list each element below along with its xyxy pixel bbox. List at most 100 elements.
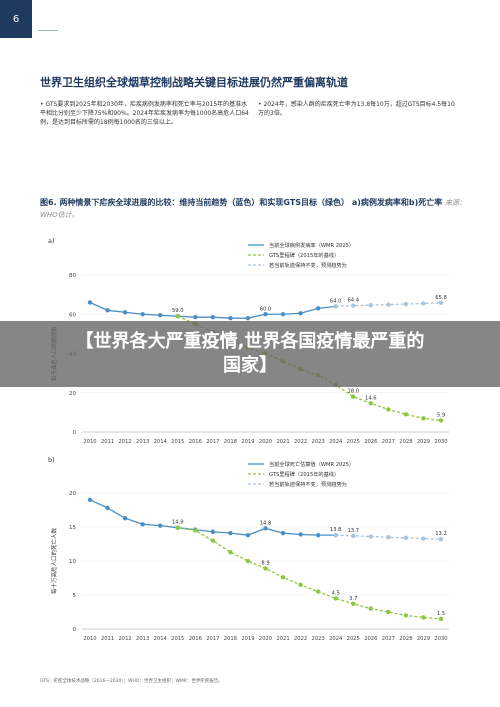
- legend-entry: GTS里程碑（2015年的基线）: [269, 251, 339, 259]
- data-point-projection: [403, 301, 409, 307]
- data-point-current: [315, 306, 321, 311]
- y-tick-label: 5: [73, 593, 77, 599]
- data-point-current: [298, 532, 303, 537]
- data-point-gts: [351, 601, 356, 607]
- data-label: 13.7: [347, 528, 359, 534]
- data-point-projection: [421, 536, 426, 541]
- data-label: 1.5: [437, 611, 445, 617]
- data-point-gts: [245, 558, 251, 564]
- data-point-current: [140, 312, 145, 317]
- data-point-gts: [210, 538, 216, 543]
- footnote: GTS：疟疾全球技术战略（2016—2030）；WHO：世界卫生组织；WMR：世…: [40, 679, 223, 684]
- legend-entry: 当前全球死亡估算值（WMR 2025）: [269, 460, 354, 468]
- data-point-gts: [421, 615, 426, 620]
- x-tick-label: 2013: [136, 636, 149, 642]
- data-point-current: [280, 312, 286, 317]
- data-point-current: [263, 526, 268, 531]
- series-line-gts: [177, 315, 442, 422]
- data-point-current: [298, 311, 303, 316]
- data-point-current: [263, 312, 268, 317]
- data-point-gts: [315, 589, 321, 594]
- data-point-gts: [333, 596, 338, 601]
- data-point-current: [228, 530, 233, 536]
- x-tick-label: 2019: [241, 636, 254, 642]
- data-point-gts: [438, 616, 444, 621]
- x-tick-label: 2014: [154, 636, 168, 642]
- data-label: 14.6: [365, 395, 377, 401]
- data-point-current: [140, 522, 145, 527]
- data-point-current: [280, 530, 286, 536]
- data-label: 3.7: [349, 596, 357, 602]
- data-point-gts: [175, 525, 180, 530]
- data-label: 13.2: [435, 531, 447, 537]
- data-point-gts: [421, 416, 426, 421]
- header-rule: [38, 30, 58, 31]
- x-tick-label: 2010: [83, 636, 96, 642]
- x-tick-label: 2023: [312, 439, 325, 445]
- x-tick-label: 2029: [417, 636, 430, 642]
- x-tick-label: 2029: [417, 439, 430, 445]
- data-point-projection: [368, 303, 373, 308]
- x-tick-label: 2016: [189, 439, 202, 445]
- data-point-gts: [298, 582, 303, 587]
- x-tick-label: 2015: [171, 439, 184, 445]
- x-tick-label: 2020: [259, 439, 272, 445]
- x-tick-label: 2018: [224, 636, 237, 642]
- data-point-current: [245, 532, 251, 538]
- data-label: 18.0: [347, 389, 359, 395]
- x-tick-label: 2020: [259, 636, 272, 642]
- figure-title-text: 图6. 两种情景下疟疾全球进展的比较：维持当前趋势（蓝色）和实现GTS目标（绿色…: [40, 198, 443, 207]
- data-point-gts: [403, 412, 409, 417]
- overlay-banner: 【世界各大严重疫情,世界各国疫情最严重的国家】: [0, 321, 500, 387]
- data-label: 14.9: [172, 520, 184, 526]
- data-label: 5.9: [437, 412, 445, 418]
- y-tick-label: 15: [69, 525, 76, 531]
- data-point-current: [105, 308, 110, 313]
- x-tick-label: 2022: [294, 439, 307, 445]
- data-point-current: [87, 300, 93, 305]
- data-point-gts: [403, 613, 409, 618]
- x-tick-label: 2025: [347, 636, 360, 642]
- x-tick-label: 2011: [101, 636, 114, 642]
- data-point-gts: [228, 549, 233, 555]
- x-tick-label: 2027: [382, 636, 395, 642]
- x-tick-label: 2030: [434, 439, 447, 445]
- data-label: 64.4: [347, 298, 359, 304]
- data-point-projection: [368, 534, 373, 539]
- y-tick-label: 60: [69, 312, 76, 318]
- data-point-current: [210, 529, 216, 534]
- data-point-projection: [333, 532, 338, 538]
- panel-label: a): [48, 237, 55, 245]
- y-tick-label: 0: [73, 627, 77, 633]
- figure-source: 来源：WHO估计。: [40, 199, 467, 219]
- x-tick-label: 2011: [101, 439, 114, 445]
- x-tick-label: 2023: [312, 636, 325, 642]
- data-point-gts: [386, 407, 391, 412]
- legend-entry: GTS里程碑（2015年的基线）: [269, 470, 339, 478]
- data-point-current: [158, 523, 163, 528]
- x-tick-label: 2014: [154, 439, 168, 445]
- data-point-projection: [351, 303, 356, 308]
- data-point-gts: [438, 418, 444, 423]
- bullet-1-text: GTS要求到2025年和2030年，疟疾病例发病率和死亡率与2015年的基准水平…: [40, 101, 249, 126]
- x-tick-label: 2010: [83, 439, 96, 445]
- section-heading: 世界卫生组织全球烟草控制战略关键目标进展仍然严重偏离轨道: [40, 76, 348, 89]
- x-tick-label: 2018: [224, 439, 237, 445]
- data-point-current: [122, 310, 128, 315]
- bullet-2-text: 2024年，感染人群的疟疾死亡率为13.8每10万，超过GTS目标4.5每10万…: [258, 101, 455, 117]
- x-tick-label: 2024: [329, 439, 343, 445]
- x-tick-label: 2022: [294, 636, 307, 642]
- data-point-gts: [368, 606, 373, 611]
- x-tick-label: 2027: [382, 439, 395, 445]
- data-point-projection: [386, 535, 391, 540]
- data-point-gts: [175, 314, 180, 319]
- legend-entry: 当前全球病例发病率（WMR 2025）: [269, 241, 354, 249]
- data-label: 60.0: [260, 306, 272, 312]
- y-tick-label: 0: [73, 430, 77, 436]
- panel-label: b): [48, 456, 55, 464]
- y-tick-label: 20: [69, 391, 76, 397]
- data-point-current: [245, 315, 251, 321]
- x-tick-label: 2028: [399, 439, 412, 445]
- data-point-projection: [351, 533, 356, 539]
- data-point-gts: [386, 609, 391, 615]
